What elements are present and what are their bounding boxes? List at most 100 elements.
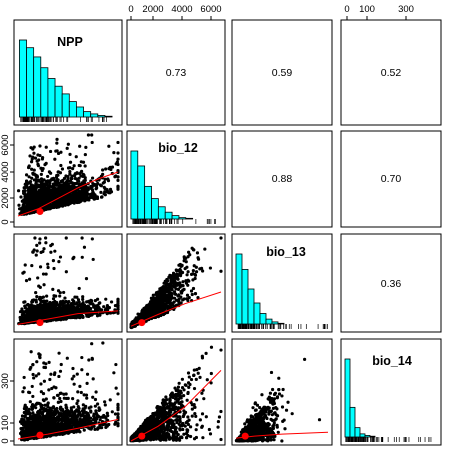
top-axis-bio12: 0 2000 4000 6000 <box>128 4 222 21</box>
scatter-point <box>38 356 42 360</box>
scatter-point <box>59 150 63 154</box>
scatter-point <box>62 186 67 190</box>
scatter-point <box>21 390 25 394</box>
scatter-point <box>30 157 34 161</box>
panel-bio13-bio14 <box>340 233 442 333</box>
scatter-point <box>159 298 163 302</box>
histogram-bar <box>151 198 159 220</box>
scatter-point <box>56 151 61 156</box>
histogram-bar <box>157 206 166 220</box>
scatter-point <box>75 372 79 376</box>
scatter-point <box>76 198 80 202</box>
scatter-point <box>47 170 51 174</box>
scatter-point <box>29 160 34 164</box>
scatter-point <box>102 185 106 189</box>
scatter-point <box>22 192 26 196</box>
scatter-point <box>28 314 33 318</box>
scatter-point <box>39 172 43 176</box>
scatter-point <box>83 164 87 168</box>
histogram-bar <box>40 67 49 118</box>
scatter-point <box>85 195 89 199</box>
scatter-point <box>71 304 75 308</box>
mean-point <box>36 208 44 216</box>
scatter-point <box>41 272 46 276</box>
scatter-point <box>116 184 120 188</box>
scatter-point <box>116 297 120 301</box>
scatter-point <box>58 255 63 259</box>
scatter-point <box>85 381 89 385</box>
scatter-point <box>116 307 120 311</box>
scatter-point <box>101 168 105 172</box>
scatter-point <box>72 182 76 187</box>
scatter-point <box>193 276 197 281</box>
histogram-bar <box>271 321 279 325</box>
scatter-point <box>55 137 59 141</box>
scatter-point <box>79 174 83 178</box>
scatter-point <box>181 298 185 302</box>
scatter-point <box>83 152 87 157</box>
tick-label: 4000 <box>0 161 11 182</box>
scatter-point <box>41 200 46 204</box>
scatter-point <box>44 313 49 317</box>
scatter-point <box>35 191 40 195</box>
scatter-point <box>58 294 62 298</box>
scatter-point <box>53 249 57 253</box>
scatter-point <box>63 296 67 300</box>
scatter-npp-bio14 <box>17 341 120 442</box>
scatter-point <box>32 188 36 192</box>
histogram-bar <box>144 185 152 220</box>
scatter-point <box>95 195 100 199</box>
scatter-point <box>194 270 199 274</box>
scatter-point <box>35 203 39 207</box>
tick-label: 0 <box>0 438 11 443</box>
scatter-point <box>95 307 99 311</box>
scatter-point <box>66 176 70 180</box>
scatter-point <box>191 272 195 276</box>
scatter-point <box>41 409 46 413</box>
scatter-point <box>27 190 31 194</box>
histogram-bar <box>68 101 77 118</box>
scatter-point <box>77 179 81 183</box>
scatter-point <box>68 169 72 174</box>
histogram-bar <box>364 435 371 438</box>
scatter-point <box>38 194 42 198</box>
scatter-point <box>116 300 120 304</box>
scatter-point <box>105 190 109 194</box>
scatter-point <box>42 247 46 251</box>
scatter-point <box>74 181 79 186</box>
corr-npp-bio12: 0.73 <box>166 67 187 79</box>
scatter-point <box>36 303 40 307</box>
scatter-point <box>46 174 50 179</box>
scatter-point <box>191 286 196 291</box>
scatter-point <box>26 193 30 198</box>
scatter-point <box>19 195 23 199</box>
scatter-npp-bio12 <box>16 133 120 217</box>
scatter-point <box>51 308 55 312</box>
scatter-point <box>93 397 98 402</box>
scatter-point <box>90 176 95 180</box>
scatter-point <box>62 183 66 187</box>
scatter-point <box>51 259 56 263</box>
scatter-point <box>29 303 33 307</box>
scatter-point <box>68 160 73 164</box>
scatter-point <box>68 172 72 176</box>
scatter-point <box>71 185 75 189</box>
scatter-point <box>82 179 86 183</box>
scatter-point <box>81 195 85 199</box>
scatter-point <box>92 197 96 201</box>
scatter-point <box>72 374 76 378</box>
scatter-point <box>116 412 120 416</box>
histogram-bar <box>265 318 273 325</box>
var-name-npp: NPP <box>57 35 83 49</box>
scatter-point <box>53 371 57 375</box>
scatter-point <box>103 190 107 194</box>
scatter-point <box>90 312 94 316</box>
scatter-point <box>64 270 68 274</box>
scatter-point <box>71 167 75 171</box>
scatter-point <box>31 372 35 377</box>
scatter-point <box>49 302 54 306</box>
histogram-bar <box>97 115 106 118</box>
scatter-point <box>59 163 63 168</box>
scatter-point <box>43 299 47 303</box>
scatter-point <box>95 314 100 318</box>
